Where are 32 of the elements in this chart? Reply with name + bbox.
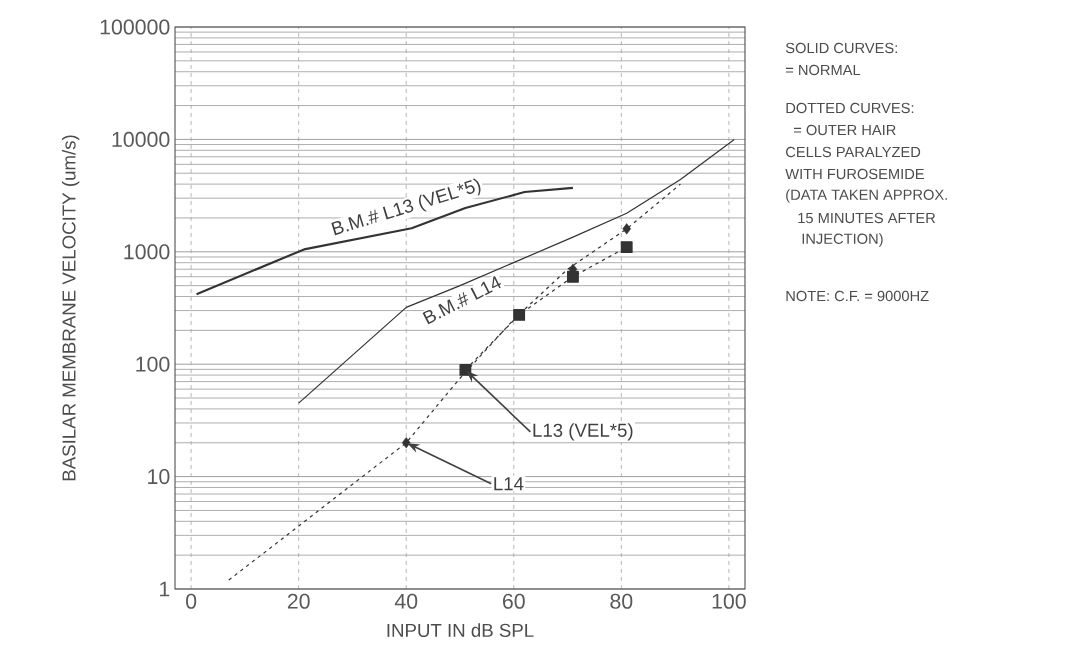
x-tick-label: 40 bbox=[394, 593, 418, 609]
y-tick-label: 1000 bbox=[124, 244, 170, 260]
text: (DATA TAKEN APPROX. bbox=[786, 189, 947, 203]
x-tick-label: 20 bbox=[287, 593, 310, 609]
line-series bbox=[298, 138, 735, 404]
text: 15 MINUTES AFTER bbox=[798, 212, 936, 224]
point bbox=[401, 437, 411, 449]
text: = NORMAL bbox=[785, 64, 861, 76]
x-tick-label: 0 bbox=[186, 593, 197, 609]
text: NOTE: C.F. = 9000HZ bbox=[786, 290, 929, 302]
x-axis-title: INPUT IN dB SPL bbox=[387, 623, 534, 637]
x-tick-label: 80 bbox=[610, 593, 633, 609]
y-tick-label: 10 bbox=[148, 469, 170, 485]
y-tick-label: 1 bbox=[160, 581, 170, 597]
point bbox=[622, 223, 631, 235]
y-tick-label: 100 bbox=[136, 356, 170, 372]
point bbox=[513, 308, 526, 321]
x-tick-label: 100 bbox=[712, 593, 746, 609]
annotation: L14 bbox=[494, 477, 524, 491]
y-axis-title: BASILAR MEMBRANE VELOCITY (um/s) bbox=[61, 135, 80, 481]
text: INJECTION) bbox=[802, 233, 883, 247]
x-tick-label: 60 bbox=[503, 593, 525, 609]
text: SOLID CURVES: bbox=[785, 42, 897, 54]
text: CELLS PARALYZED bbox=[786, 146, 921, 158]
text: DOTTED CURVES: bbox=[786, 102, 914, 114]
point bbox=[620, 241, 633, 254]
y-tick-label: 100000 bbox=[100, 19, 170, 35]
y-tick-label: 10000 bbox=[112, 131, 170, 147]
text: = OUTER HAIR bbox=[793, 124, 896, 136]
point bbox=[459, 363, 472, 376]
annotation: L13 (VEL*5) bbox=[533, 423, 633, 441]
text: WITH FUROSEMIDE bbox=[785, 168, 924, 180]
